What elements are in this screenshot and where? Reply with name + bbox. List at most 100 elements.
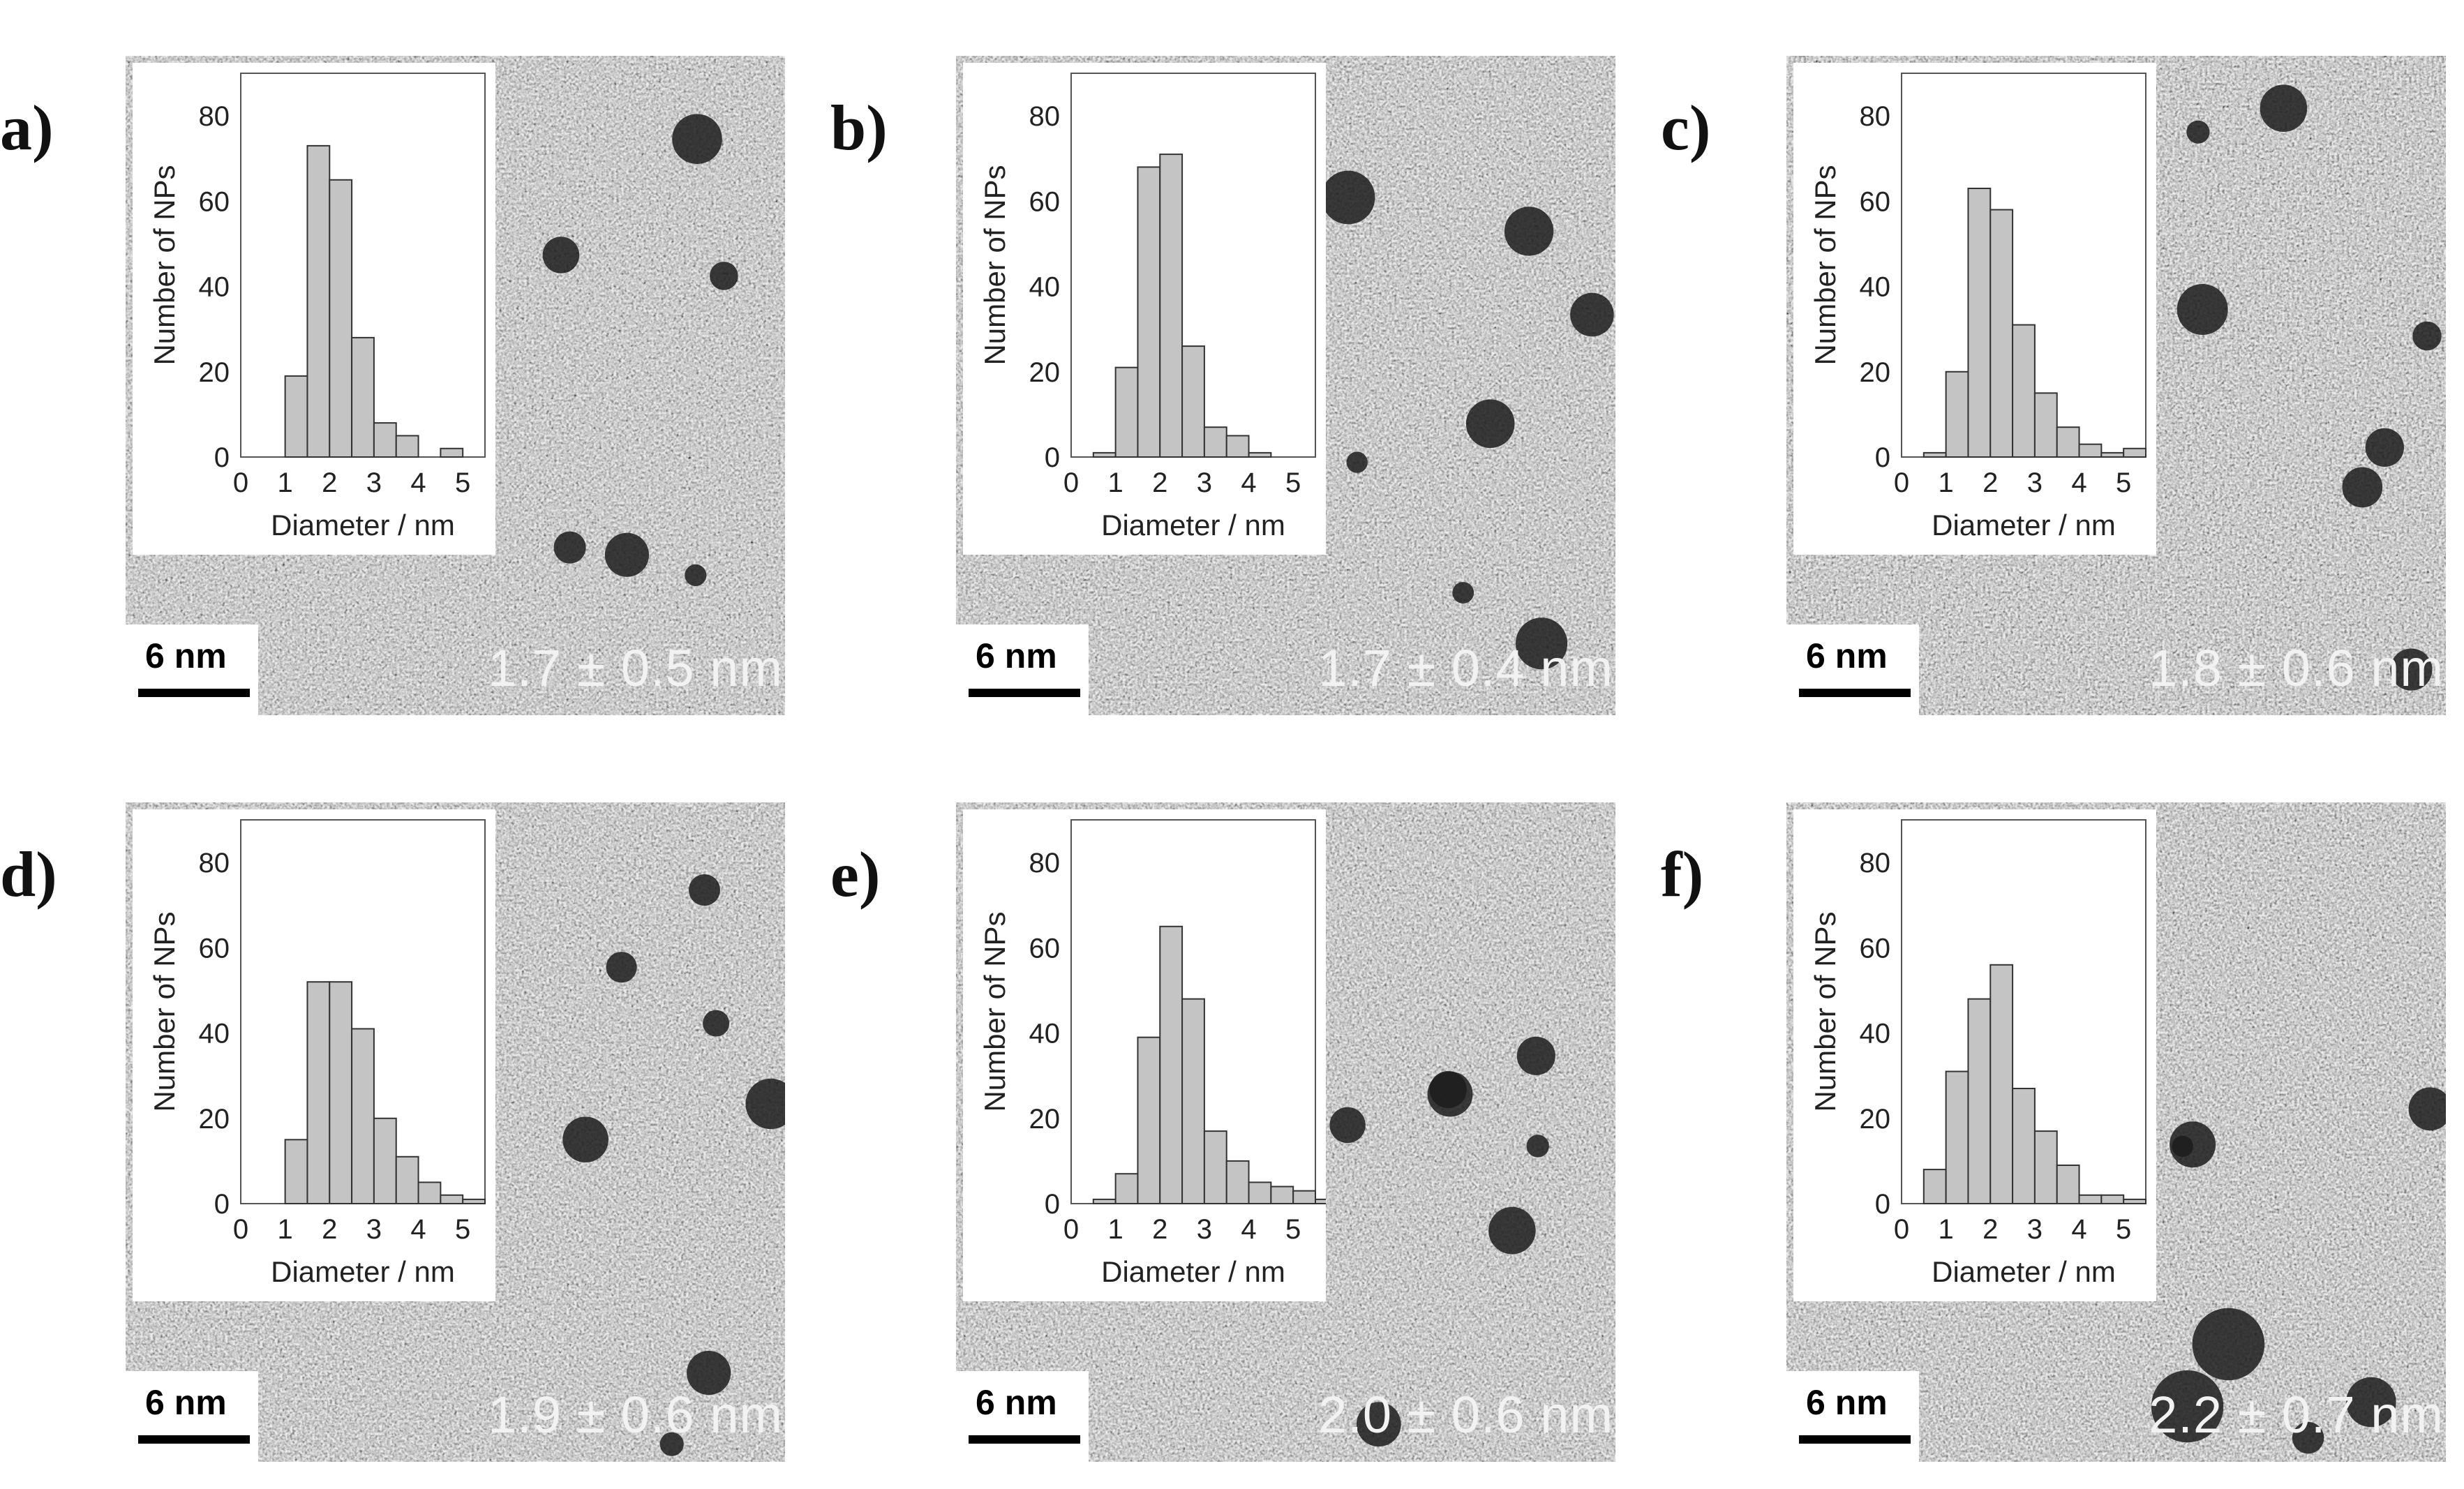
nanoparticle <box>672 114 722 164</box>
histogram-bar <box>1225 435 1250 458</box>
y-tick-label: 20 <box>199 1104 230 1135</box>
x-tick-label: 4 <box>1241 1214 1256 1245</box>
y-tick-label: 40 <box>1029 272 1061 303</box>
scale-bar-label: 6 nm <box>976 1383 1057 1422</box>
scale-bar <box>1799 1435 1911 1444</box>
histogram-bar <box>284 1139 308 1205</box>
x-tick-label: 0 <box>233 1214 248 1245</box>
x-axis-label: Diameter / nm <box>1932 509 2116 541</box>
x-tick-label: 5 <box>1285 467 1301 498</box>
histogram-bar <box>284 375 308 458</box>
histogram-bar <box>1137 1036 1161 1204</box>
y-tick-label: 40 <box>1860 1019 1891 1049</box>
mean-size-label: 1.7 ± 0.4 nm <box>1318 639 1613 697</box>
histogram-inset: 0 1 2 3 4 5 0 20 40 60 80 Diameter / nm Number of NP… <box>1793 809 2156 1301</box>
histogram-bar <box>329 179 353 458</box>
y-tick-label: 60 <box>1860 186 1891 217</box>
x-axis-label: Diameter / nm <box>1101 1255 1285 1288</box>
nanoparticle <box>1452 582 1474 604</box>
nanoparticle <box>1346 451 1368 473</box>
y-tick-label: 20 <box>1860 357 1891 388</box>
nanoparticle <box>2412 321 2442 351</box>
histogram-bar <box>1203 426 1227 458</box>
y-tick-label: 20 <box>1860 1104 1891 1135</box>
histogram-bar <box>2078 1194 2103 1204</box>
histogram-bar <box>351 336 375 458</box>
y-tick-label: 80 <box>199 101 230 132</box>
x-tick-label: 4 <box>410 1214 426 1245</box>
histogram-bar <box>1159 154 1184 458</box>
nanoparticle <box>1465 399 1515 448</box>
y-tick-label: 40 <box>199 272 230 303</box>
x-tick-label: 5 <box>2116 1214 2131 1245</box>
nanoparticle <box>1516 1036 1555 1075</box>
y-tick-label: 80 <box>1860 101 1891 132</box>
histogram-bar <box>329 981 353 1204</box>
y-tick-label: 20 <box>199 357 230 388</box>
panel-label: c) <box>1661 92 1711 163</box>
mean-size-label: 2.2 ± 0.7 nm <box>2149 1386 2444 1444</box>
nanoparticle <box>553 531 586 564</box>
x-tick-label: 4 <box>1241 467 1256 498</box>
y-axis-label: Number of NPs <box>148 911 181 1112</box>
x-tick-label: 1 <box>278 467 293 498</box>
histogram-inset: 0 1 2 3 4 5 0 20 40 60 80 Diameter / nm Number of NP… <box>963 809 1326 1301</box>
scale-bar-label: 6 nm <box>145 636 227 675</box>
histogram-bar <box>2033 392 2058 458</box>
nanoparticle <box>685 564 707 587</box>
y-tick-label: 20 <box>1029 357 1061 388</box>
histogram-inset: 0 1 2 3 4 5 0 20 40 60 80 Diameter / nm Number of NP… <box>133 63 495 555</box>
figure-panel: a) 6 nm 1.7 ± 0.5 nm 0 1 2 3 4 5 0 20 40 60 80 Diamete… <box>0 7 823 740</box>
scale-bar <box>969 1435 1080 1444</box>
nanoparticle <box>2365 428 2404 467</box>
histogram-bar <box>2123 1198 2147 1205</box>
panel-label: d) <box>0 839 57 910</box>
y-tick-label: 40 <box>199 1019 230 1049</box>
y-tick-label: 60 <box>1029 933 1061 964</box>
scale-bar-label: 6 nm <box>145 1383 227 1422</box>
nanoparticle <box>606 952 637 983</box>
histogram-bar <box>395 435 419 458</box>
nanoparticle <box>1526 1135 1549 1158</box>
histogram-inset: 0 1 2 3 4 5 0 20 40 60 80 Diameter / nm Number of NP… <box>133 809 495 1301</box>
x-tick-label: 3 <box>366 1214 382 1245</box>
x-tick-label: 2 <box>322 1214 337 1245</box>
mean-size-label: 2.0 ± 0.6 nm <box>1318 1386 1613 1444</box>
y-tick-label: 0 <box>1875 442 1890 473</box>
histogram-bar <box>1967 188 1992 458</box>
histogram-bar <box>1967 998 1992 1204</box>
scale-bar-box: 6 nm <box>1786 1371 1919 1462</box>
x-axis-label: Diameter / nm <box>1932 1255 2116 1288</box>
nanoparticle <box>2292 1421 2324 1454</box>
histogram-bar <box>1315 1198 1326 1205</box>
histogram-bar <box>373 422 397 458</box>
histogram-bar <box>1945 371 1969 458</box>
panel-label: f) <box>1661 839 1704 910</box>
histogram-bar <box>1181 998 1205 1204</box>
x-tick-label: 2 <box>1152 1214 1167 1245</box>
nanoparticle <box>2192 1308 2265 1381</box>
histogram-bar <box>395 1155 419 1204</box>
x-tick-label: 4 <box>2071 467 2086 498</box>
histogram-bar <box>1292 1190 1317 1205</box>
histogram-bar <box>2056 1165 2080 1204</box>
scale-bar <box>138 689 250 697</box>
histogram-bar <box>1137 166 1161 458</box>
histogram-bar <box>2123 447 2147 458</box>
scale-bar-box: 6 nm <box>126 624 258 715</box>
x-tick-label: 4 <box>2071 1214 2086 1245</box>
scale-bar <box>969 689 1080 697</box>
y-axis-label: Number of NPs <box>148 165 181 365</box>
x-tick-label: 1 <box>1939 1214 1954 1245</box>
histogram-bar <box>351 1028 375 1205</box>
histogram-bar <box>440 447 464 458</box>
nanoparticle <box>659 1432 684 1456</box>
nanoparticle <box>2176 284 2228 335</box>
y-tick-label: 0 <box>214 1189 230 1220</box>
x-tick-label: 5 <box>455 467 470 498</box>
histogram-bar <box>2012 324 2036 458</box>
histogram-bar <box>1989 964 2014 1204</box>
histogram-bar <box>306 981 331 1204</box>
x-tick-label: 0 <box>1894 467 1909 498</box>
scale-bar-label: 6 nm <box>976 636 1057 675</box>
